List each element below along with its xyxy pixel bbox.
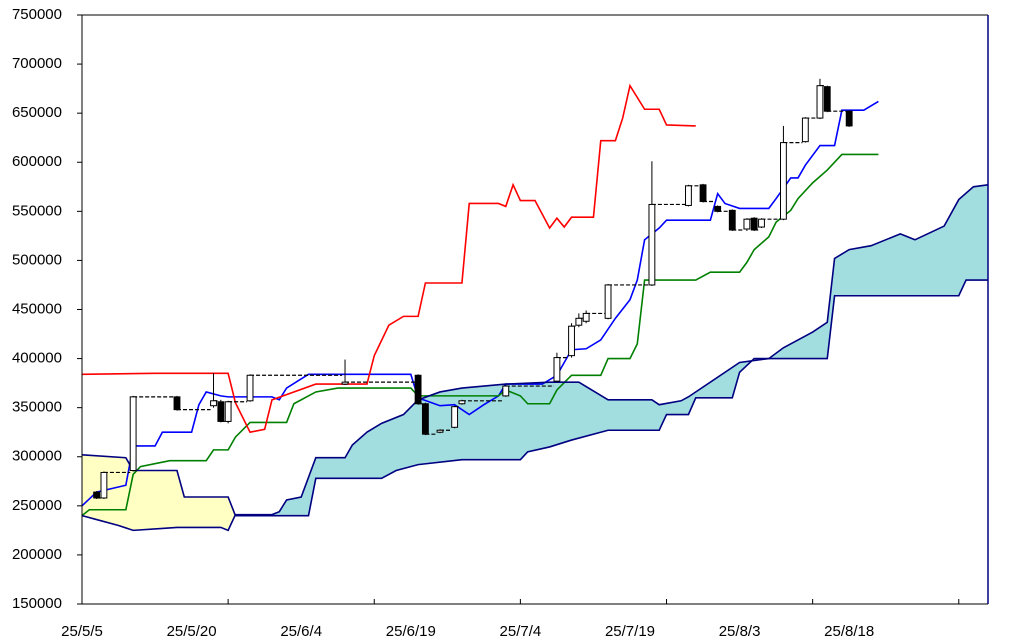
candle-body xyxy=(553,357,561,382)
x-tick-label: 25/8/18 xyxy=(824,623,874,640)
candle-body xyxy=(451,406,459,428)
x-tick-label: 25/8/3 xyxy=(719,623,761,640)
x-tick-label: 25/6/4 xyxy=(280,623,322,640)
line-senkou-b xyxy=(81,279,988,517)
candle-body xyxy=(224,401,232,422)
y-tick-label: 300000 xyxy=(12,448,62,465)
candle-body xyxy=(246,374,254,402)
candle-body xyxy=(93,491,101,499)
line-chikou xyxy=(81,83,696,434)
y-tick-label: 500000 xyxy=(12,251,62,268)
x-tick-label: 25/6/19 xyxy=(386,623,436,640)
line-tenkan xyxy=(81,100,879,507)
y-tick-label: 250000 xyxy=(12,497,62,514)
candle-body xyxy=(779,142,787,220)
candle-body xyxy=(568,325,575,357)
candle-body xyxy=(758,218,765,228)
y-tick-label: 650000 xyxy=(12,104,62,121)
cloud-fill xyxy=(769,184,988,359)
candle-body xyxy=(699,184,707,203)
y-tick-label: 150000 xyxy=(12,595,62,612)
candle-body xyxy=(604,284,612,319)
candle-body xyxy=(129,396,137,471)
candle-body xyxy=(685,185,692,206)
candle-body xyxy=(502,385,510,397)
cloud-fill xyxy=(235,360,753,516)
candle-body xyxy=(575,317,583,326)
y-tick-label: 400000 xyxy=(12,350,62,367)
candle-body xyxy=(816,85,824,119)
candle-body xyxy=(582,312,590,322)
candle-body xyxy=(217,401,225,422)
y-tick-label: 200000 xyxy=(12,546,62,563)
candle-body xyxy=(100,471,108,499)
candle-body xyxy=(436,429,444,433)
cloud-fill xyxy=(82,454,236,531)
candle-body xyxy=(421,403,429,435)
candle-body xyxy=(173,396,181,411)
x-tick-label: 25/7/19 xyxy=(605,623,655,640)
x-tick-label: 25/5/5 xyxy=(61,623,103,640)
candle-body xyxy=(648,203,656,286)
candle-body xyxy=(823,86,831,112)
x-tick-label: 25/5/20 xyxy=(167,623,217,640)
candle-body xyxy=(458,400,466,405)
y-tick-label: 550000 xyxy=(12,202,62,219)
candle-body xyxy=(743,218,751,230)
line-kijun xyxy=(81,153,879,517)
candle-body xyxy=(714,205,722,212)
candle-body xyxy=(341,381,349,385)
candle-body xyxy=(801,117,809,143)
candle-body xyxy=(728,209,736,231)
y-tick-label: 600000 xyxy=(12,153,62,170)
line-senkou-a xyxy=(81,184,989,532)
candle-body xyxy=(750,217,758,231)
y-tick-label: 450000 xyxy=(12,300,62,317)
y-tick-label: 750000 xyxy=(12,6,62,23)
x-tick-label: 25/7/4 xyxy=(500,623,542,640)
candle-body xyxy=(414,374,422,405)
y-tick-label: 700000 xyxy=(12,55,62,72)
candle-body xyxy=(210,400,217,407)
y-tick-label: 350000 xyxy=(12,399,62,416)
candle-body xyxy=(845,110,853,127)
